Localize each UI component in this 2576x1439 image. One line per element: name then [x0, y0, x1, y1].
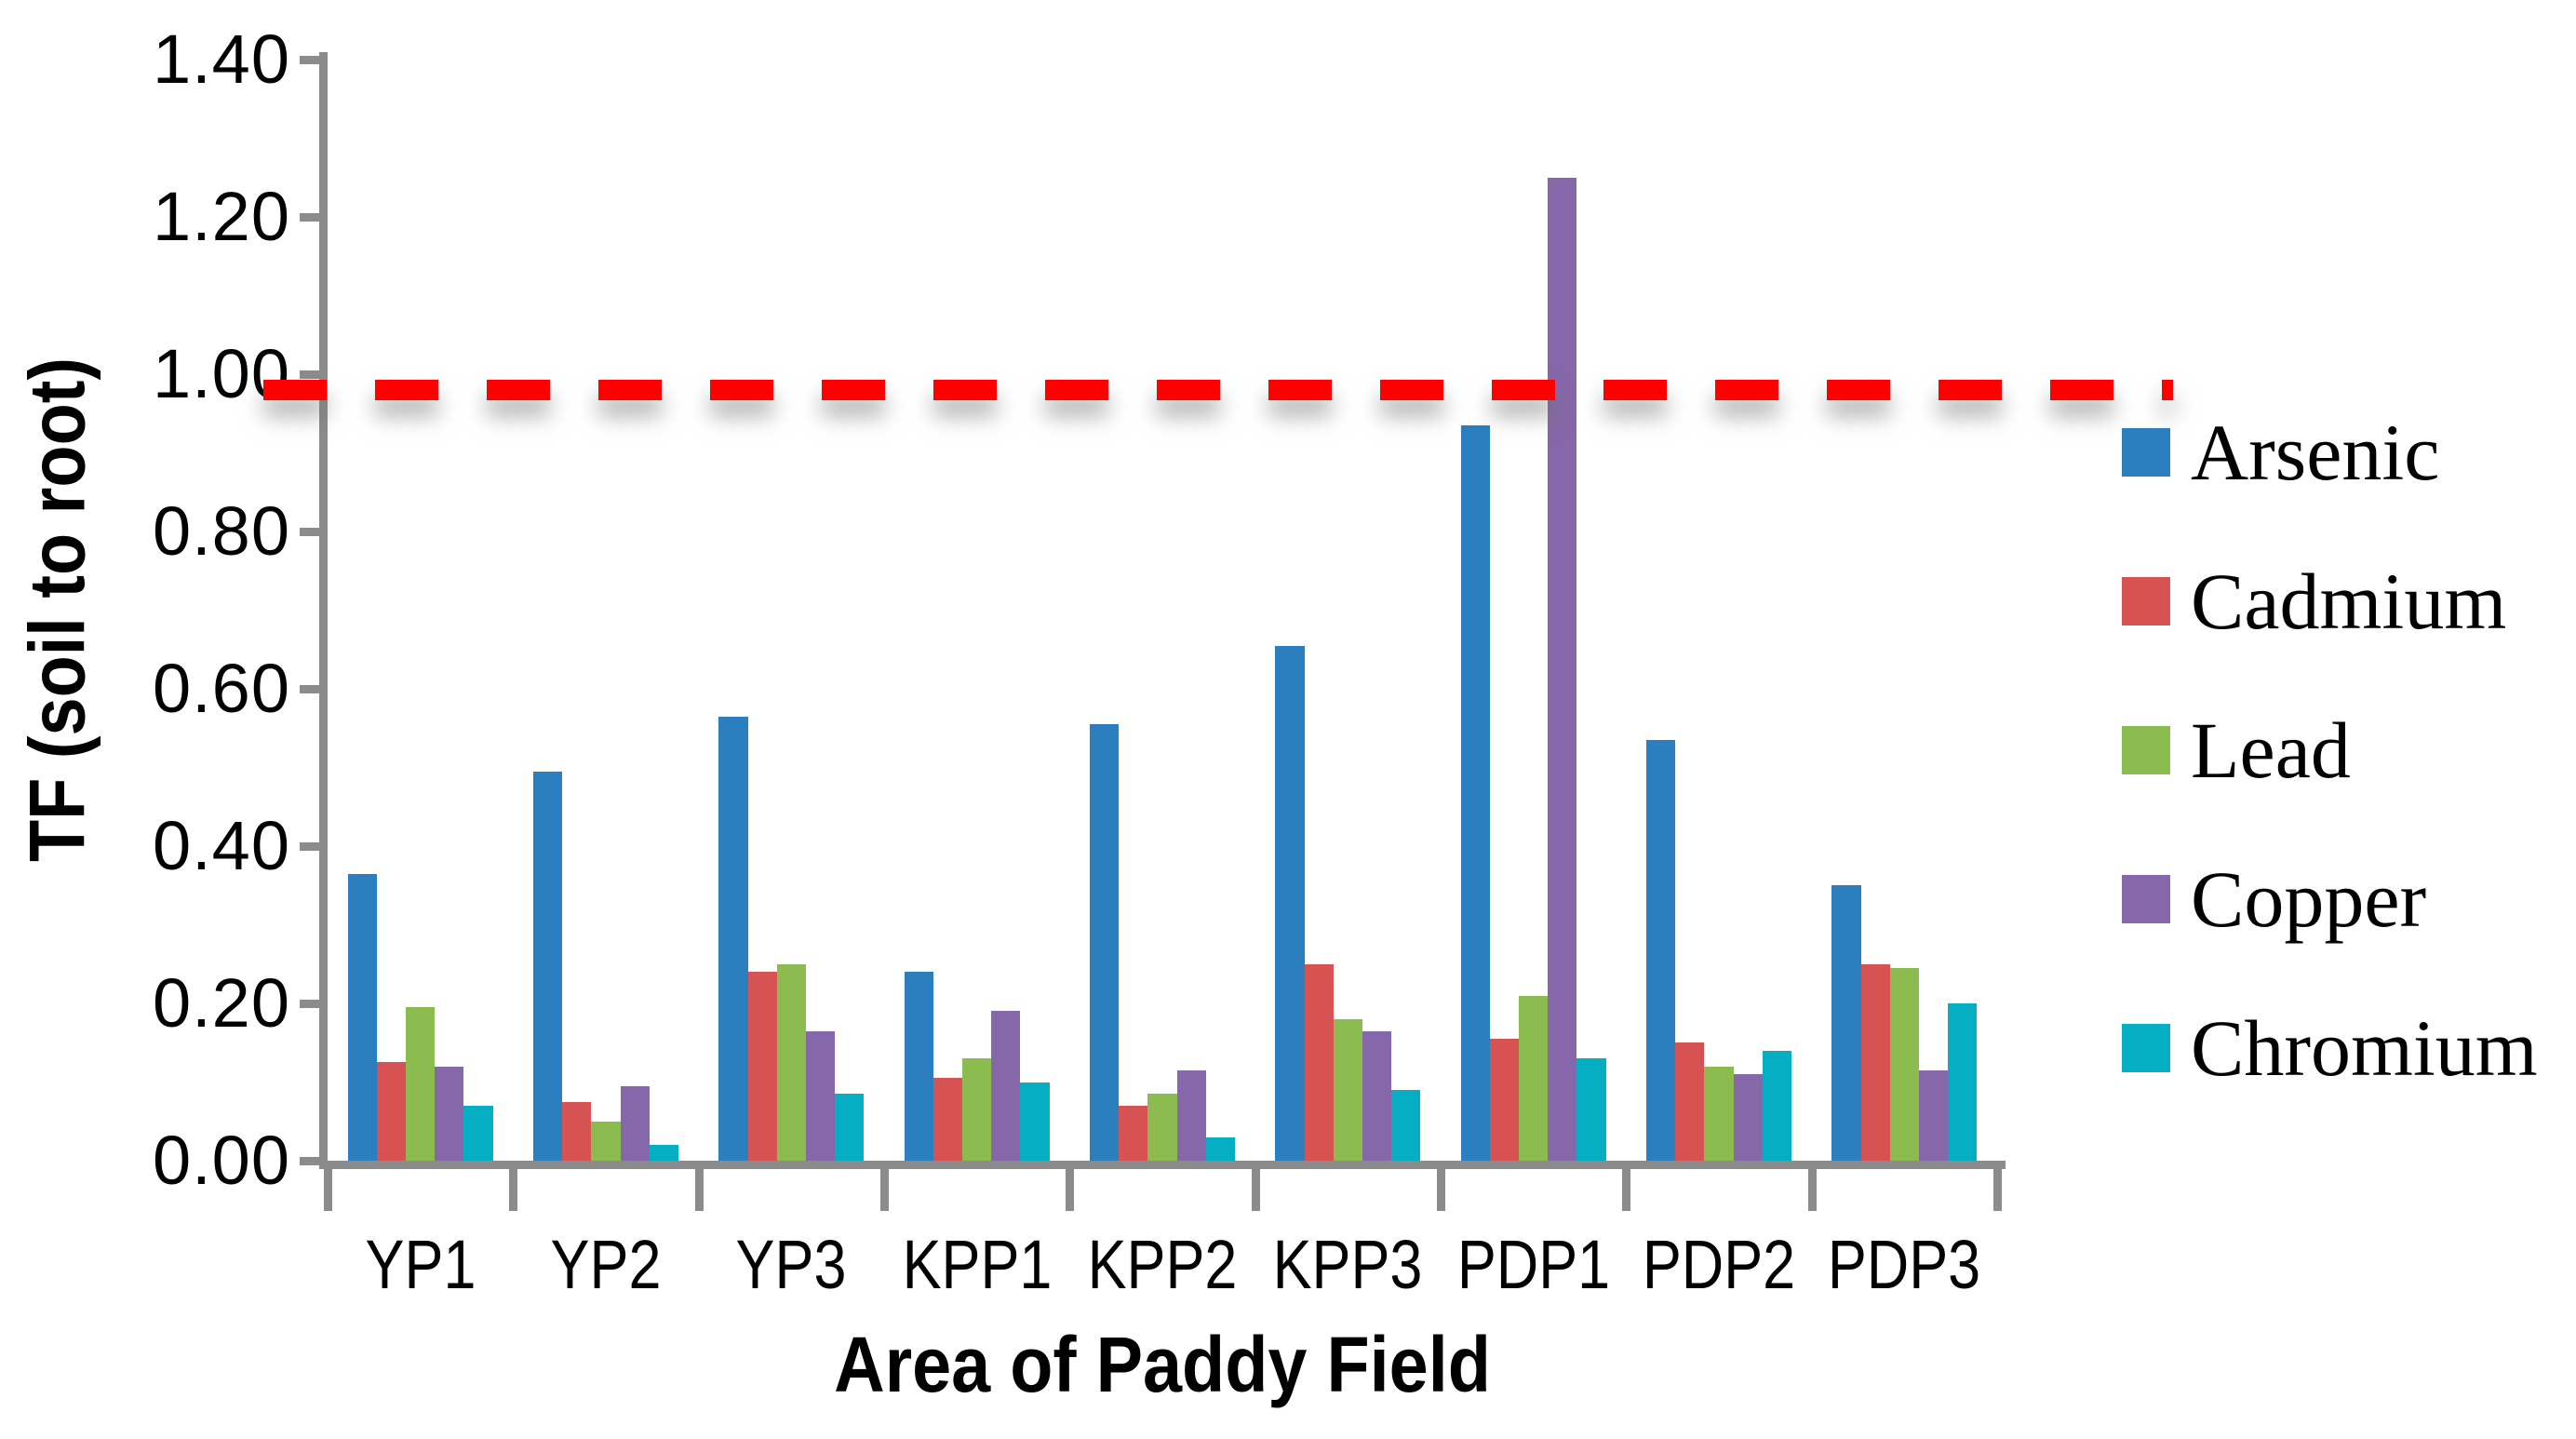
x-tick [509, 1161, 518, 1211]
bar-lead-kpp1 [962, 1058, 992, 1161]
bar-copper-yp1 [435, 1066, 464, 1161]
plot-area [328, 60, 1997, 1161]
x-category-label-pdp3: PDP3 [1828, 1226, 1981, 1303]
bar-chromium-yp3 [835, 1094, 865, 1161]
x-axis-title: Area of Paddy Field [834, 1321, 1491, 1408]
x-tick [1993, 1161, 2002, 1211]
x-category-label-yp3: YP3 [735, 1226, 847, 1303]
bar-lead-pdp3 [1889, 967, 1919, 1161]
x-tick [1251, 1161, 1260, 1211]
y-tick-label: 1.00 [152, 335, 290, 412]
bar-copper-yp2 [620, 1085, 650, 1161]
bar-arsenic-yp2 [533, 771, 563, 1161]
bar-chromium-kpp1 [1020, 1082, 1050, 1161]
y-tick [300, 685, 328, 693]
x-tick [1437, 1161, 1445, 1211]
bar-chromium-kpp2 [1205, 1136, 1235, 1161]
bar-cadmium-yp1 [376, 1062, 407, 1161]
bar-arsenic-kpp2 [1090, 724, 1120, 1161]
bar-arsenic-yp3 [718, 716, 748, 1161]
bar-lead-yp2 [591, 1121, 621, 1161]
bar-cadmium-pdp2 [1675, 1042, 1705, 1161]
legend-swatch-lead [2122, 726, 2170, 774]
y-tick [300, 842, 328, 851]
legend-label-cadmium: Cadmium [2191, 557, 2507, 646]
y-tick-label: 1.20 [152, 178, 290, 255]
bar-copper-pdp3 [1918, 1069, 1949, 1161]
x-tick [1066, 1161, 1075, 1211]
bar-arsenic-pdp2 [1646, 739, 1676, 1161]
bar-arsenic-yp1 [347, 873, 377, 1161]
y-axis-line [319, 52, 328, 1169]
legend-label-copper: Copper [2191, 854, 2427, 944]
bar-lead-pdp2 [1704, 1066, 1734, 1161]
bar-chromium-pdp3 [1948, 1003, 1978, 1161]
y-tick-label: 0.00 [152, 1122, 290, 1199]
bar-copper-kpp2 [1176, 1069, 1206, 1161]
x-tick [324, 1161, 332, 1211]
y-tick [300, 1157, 328, 1165]
legend-label-lead: Lead [2191, 706, 2351, 795]
legend-swatch-copper [2122, 875, 2170, 923]
y-tick [300, 370, 328, 379]
x-tick [880, 1161, 889, 1211]
bar-copper-pdp1 [1548, 177, 1577, 1161]
legend-swatch-arsenic [2122, 428, 2170, 477]
bar-arsenic-kpp3 [1275, 645, 1305, 1161]
bar-copper-kpp3 [1362, 1030, 1392, 1161]
x-category-label-kpp3: KPP3 [1272, 1226, 1423, 1303]
y-tick [300, 1000, 328, 1008]
bar-chromium-kpp3 [1391, 1089, 1421, 1161]
x-tick [1622, 1161, 1631, 1211]
bar-copper-yp3 [805, 1030, 836, 1161]
bar-chromium-yp2 [649, 1145, 678, 1161]
legend-swatch-cadmium [2122, 577, 2170, 625]
x-category-label-kpp2: KPP2 [1087, 1226, 1238, 1303]
y-tick [300, 213, 328, 222]
y-tick-label: 0.40 [152, 807, 290, 884]
bar-lead-kpp2 [1147, 1094, 1177, 1161]
bar-lead-kpp3 [1333, 1018, 1362, 1161]
threshold-line [263, 379, 2173, 400]
x-category-label-yp1: YP1 [365, 1226, 476, 1303]
bar-arsenic-pdp3 [1831, 885, 1861, 1161]
bar-lead-yp3 [776, 963, 806, 1161]
x-category-label-pdp1: PDP1 [1456, 1226, 1610, 1303]
bar-chromium-pdp2 [1762, 1050, 1791, 1161]
bar-copper-pdp2 [1733, 1074, 1763, 1161]
bar-cadmium-kpp1 [932, 1078, 963, 1161]
legend-label-arsenic: Arsenic [2191, 408, 2440, 497]
bar-cadmium-kpp3 [1304, 963, 1334, 1161]
legend-swatch-chromium [2122, 1024, 2170, 1072]
x-category-label-pdp2: PDP2 [1642, 1226, 1796, 1303]
bar-lead-pdp1 [1519, 995, 1549, 1161]
legend-label-chromium: Chromium [2191, 1003, 2538, 1093]
bar-copper-kpp1 [991, 1011, 1021, 1161]
bar-cadmium-yp2 [562, 1101, 592, 1161]
bar-cadmium-pdp3 [1860, 963, 1890, 1161]
x-tick [1807, 1161, 1817, 1211]
bar-arsenic-pdp1 [1460, 424, 1490, 1161]
y-tick-label: 0.60 [152, 650, 290, 727]
bar-arsenic-kpp1 [904, 972, 933, 1161]
bar-cadmium-yp3 [747, 972, 777, 1161]
x-tick [694, 1161, 704, 1211]
y-tick-label: 0.20 [152, 964, 290, 1042]
bar-chromium-pdp1 [1576, 1058, 1606, 1161]
x-category-label-kpp1: KPP1 [902, 1226, 1053, 1303]
bar-lead-yp1 [406, 1007, 436, 1161]
y-axis-title: TF (soil to root) [13, 357, 101, 862]
y-tick [300, 56, 328, 64]
x-axis-line [319, 1161, 2006, 1169]
bar-chromium-yp1 [463, 1105, 493, 1161]
x-category-label-yp2: YP2 [550, 1226, 662, 1303]
bar-cadmium-kpp2 [1119, 1105, 1148, 1161]
y-tick-label: 0.80 [152, 492, 290, 570]
bar-cadmium-pdp1 [1489, 1039, 1520, 1161]
y-tick-label: 1.40 [152, 20, 290, 98]
y-tick [300, 528, 328, 536]
